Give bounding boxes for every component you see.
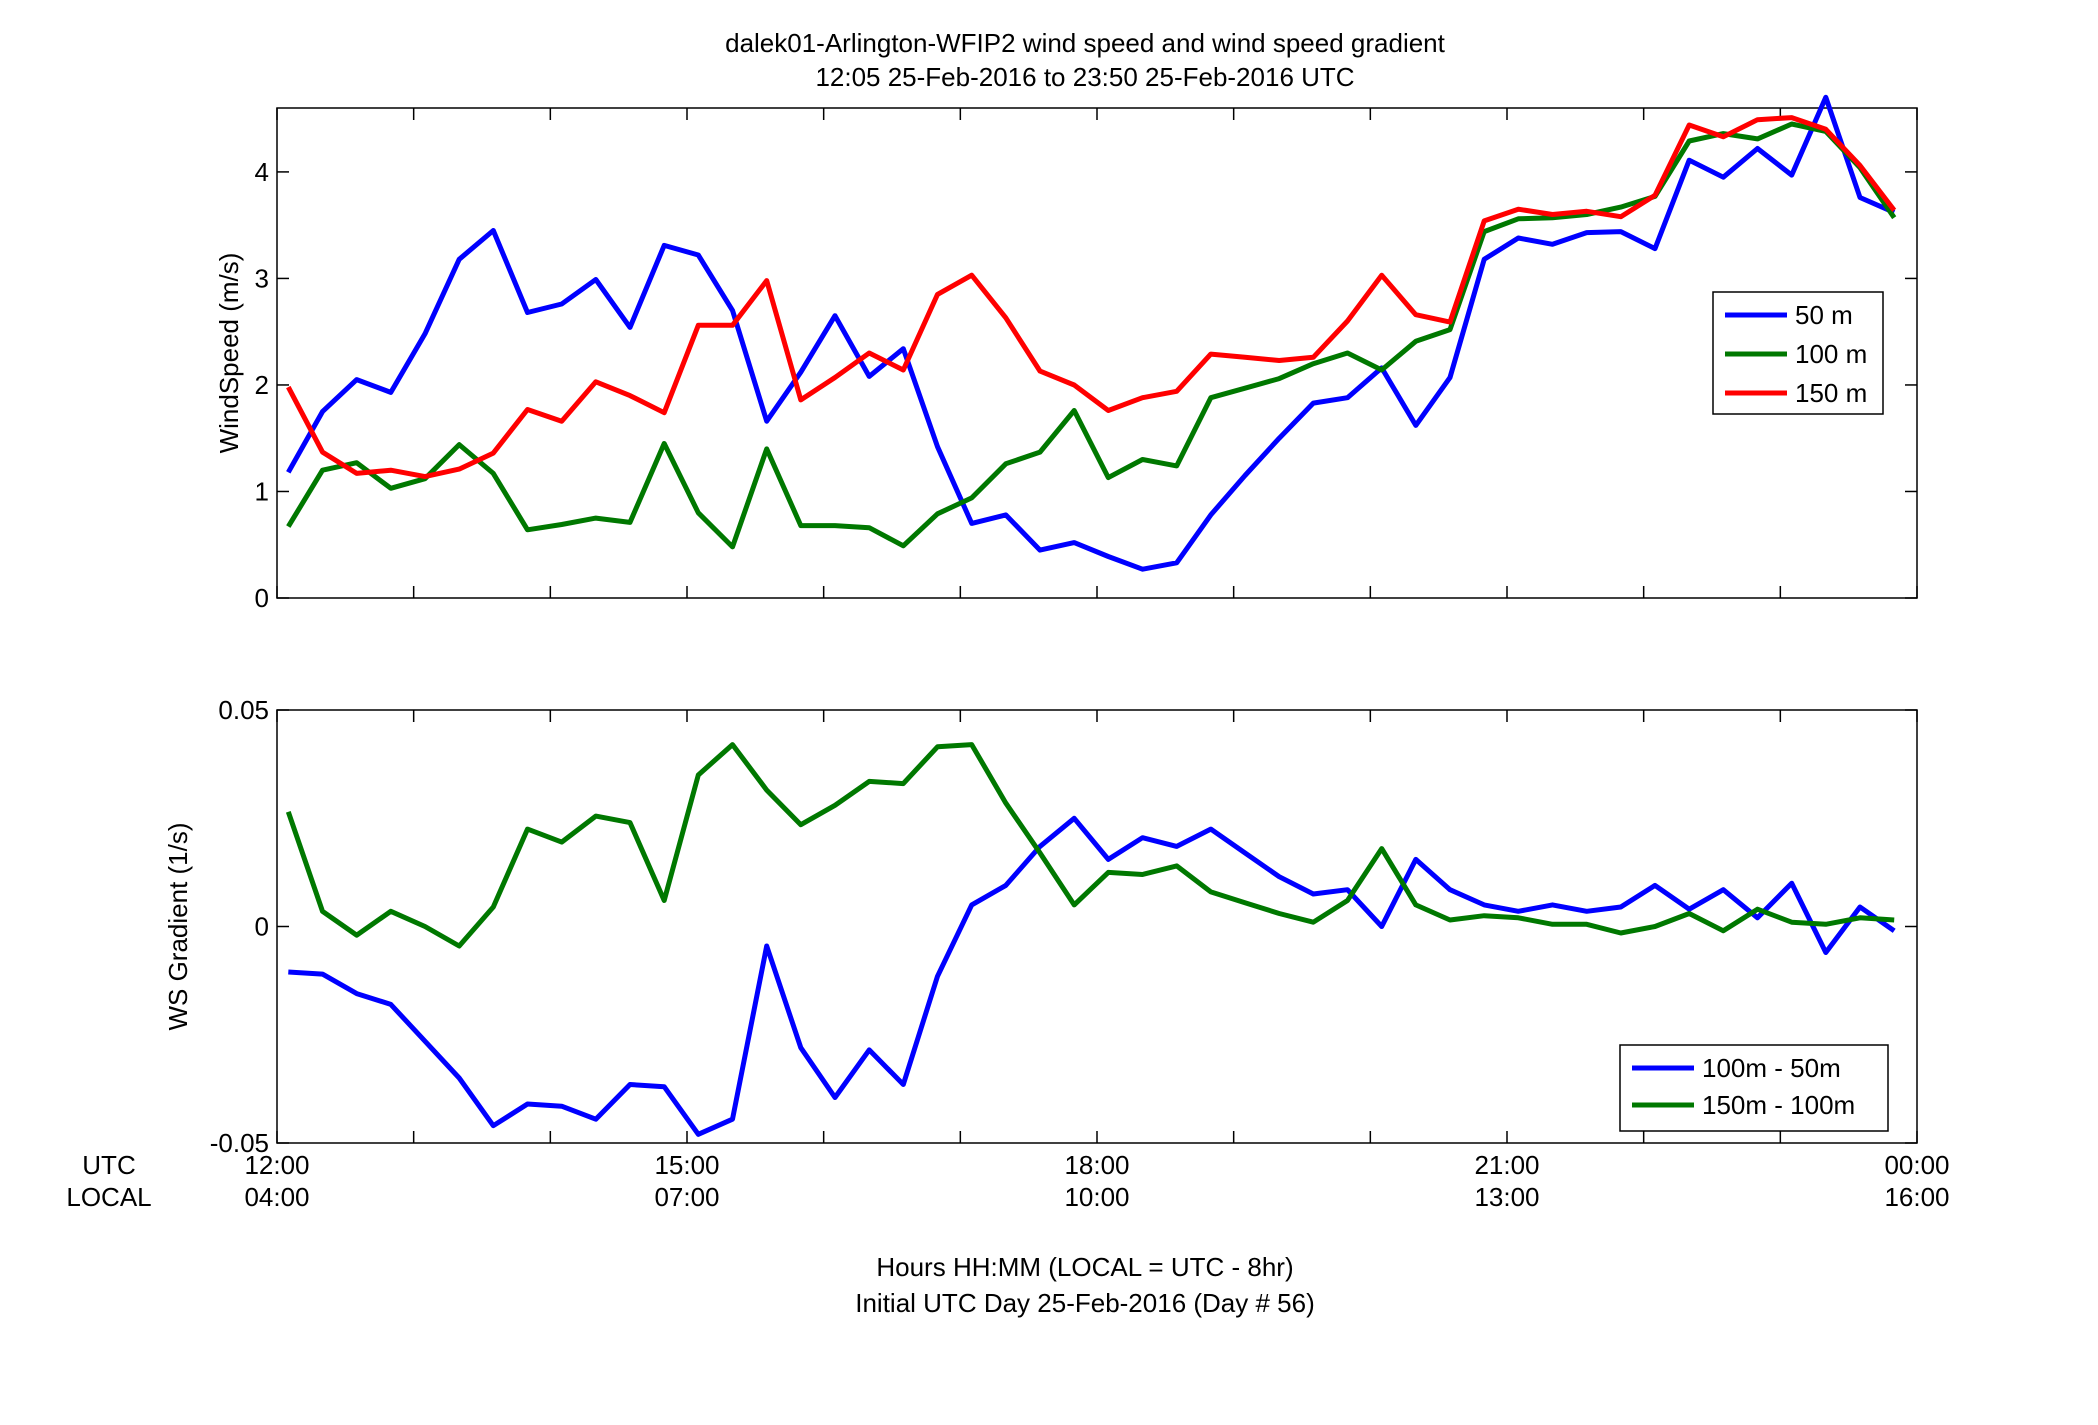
x-tick-label-local: 04:00 bbox=[244, 1182, 309, 1212]
x-tick-label-utc: 18:00 bbox=[1064, 1150, 1129, 1180]
y-axis-label: WS Gradient (1/s) bbox=[163, 822, 193, 1030]
x-tick-label-local: 13:00 bbox=[1474, 1182, 1539, 1212]
x-tick-label-local: 10:00 bbox=[1064, 1182, 1129, 1212]
x-tick-label-local: 07:00 bbox=[654, 1182, 719, 1212]
series-line-2 bbox=[285, 742, 1895, 949]
chart-subtitle: 12:05 25-Feb-2016 to 23:50 25-Feb-2016 U… bbox=[815, 62, 1354, 92]
series-line-3 bbox=[286, 115, 1897, 480]
y-tick-label: 0.05 bbox=[218, 695, 269, 725]
x-tick-label-utc: 21:00 bbox=[1474, 1150, 1539, 1180]
x-axis-label-2: Initial UTC Day 25-Feb-2016 (Day # 56) bbox=[855, 1288, 1315, 1318]
series-line-1 bbox=[286, 94, 1896, 572]
y-tick-label: 4 bbox=[255, 157, 269, 187]
y-tick-label: 0 bbox=[255, 912, 269, 942]
legend-entry: 150m - 100m bbox=[1702, 1090, 1855, 1120]
y-tick-label: 1 bbox=[255, 476, 269, 506]
local-row-label: LOCAL bbox=[66, 1182, 151, 1212]
y-tick-label: -0.05 bbox=[210, 1128, 269, 1158]
x-tick-label-utc: 00:00 bbox=[1884, 1150, 1949, 1180]
x-tick-label-utc: 12:00 bbox=[244, 1150, 309, 1180]
x-tick-label-local: 16:00 bbox=[1884, 1182, 1949, 1212]
utc-row-label: UTC bbox=[82, 1150, 135, 1180]
legend-box bbox=[1619, 1044, 1889, 1132]
y-tick-label: 2 bbox=[255, 370, 269, 400]
legend-entry: 150 m bbox=[1795, 378, 1867, 408]
y-tick-label: 0 bbox=[255, 583, 269, 613]
legend-entry: 50 m bbox=[1795, 300, 1853, 330]
series-line-1 bbox=[288, 815, 1896, 1137]
y-axis-label: WindSpeed (m/s) bbox=[214, 253, 244, 454]
y-tick-label: 3 bbox=[255, 263, 269, 293]
x-tick-label-utc: 15:00 bbox=[654, 1150, 719, 1180]
legend-entry: 100m - 50m bbox=[1702, 1053, 1841, 1083]
chart-title: dalek01-Arlington-WFIP2 wind speed and w… bbox=[725, 28, 1446, 58]
legend-entry: 100 m bbox=[1795, 339, 1867, 369]
x-axis-label: Hours HH:MM (LOCAL = UTC - 8hr) bbox=[876, 1252, 1293, 1282]
series-line-2 bbox=[286, 121, 1897, 550]
